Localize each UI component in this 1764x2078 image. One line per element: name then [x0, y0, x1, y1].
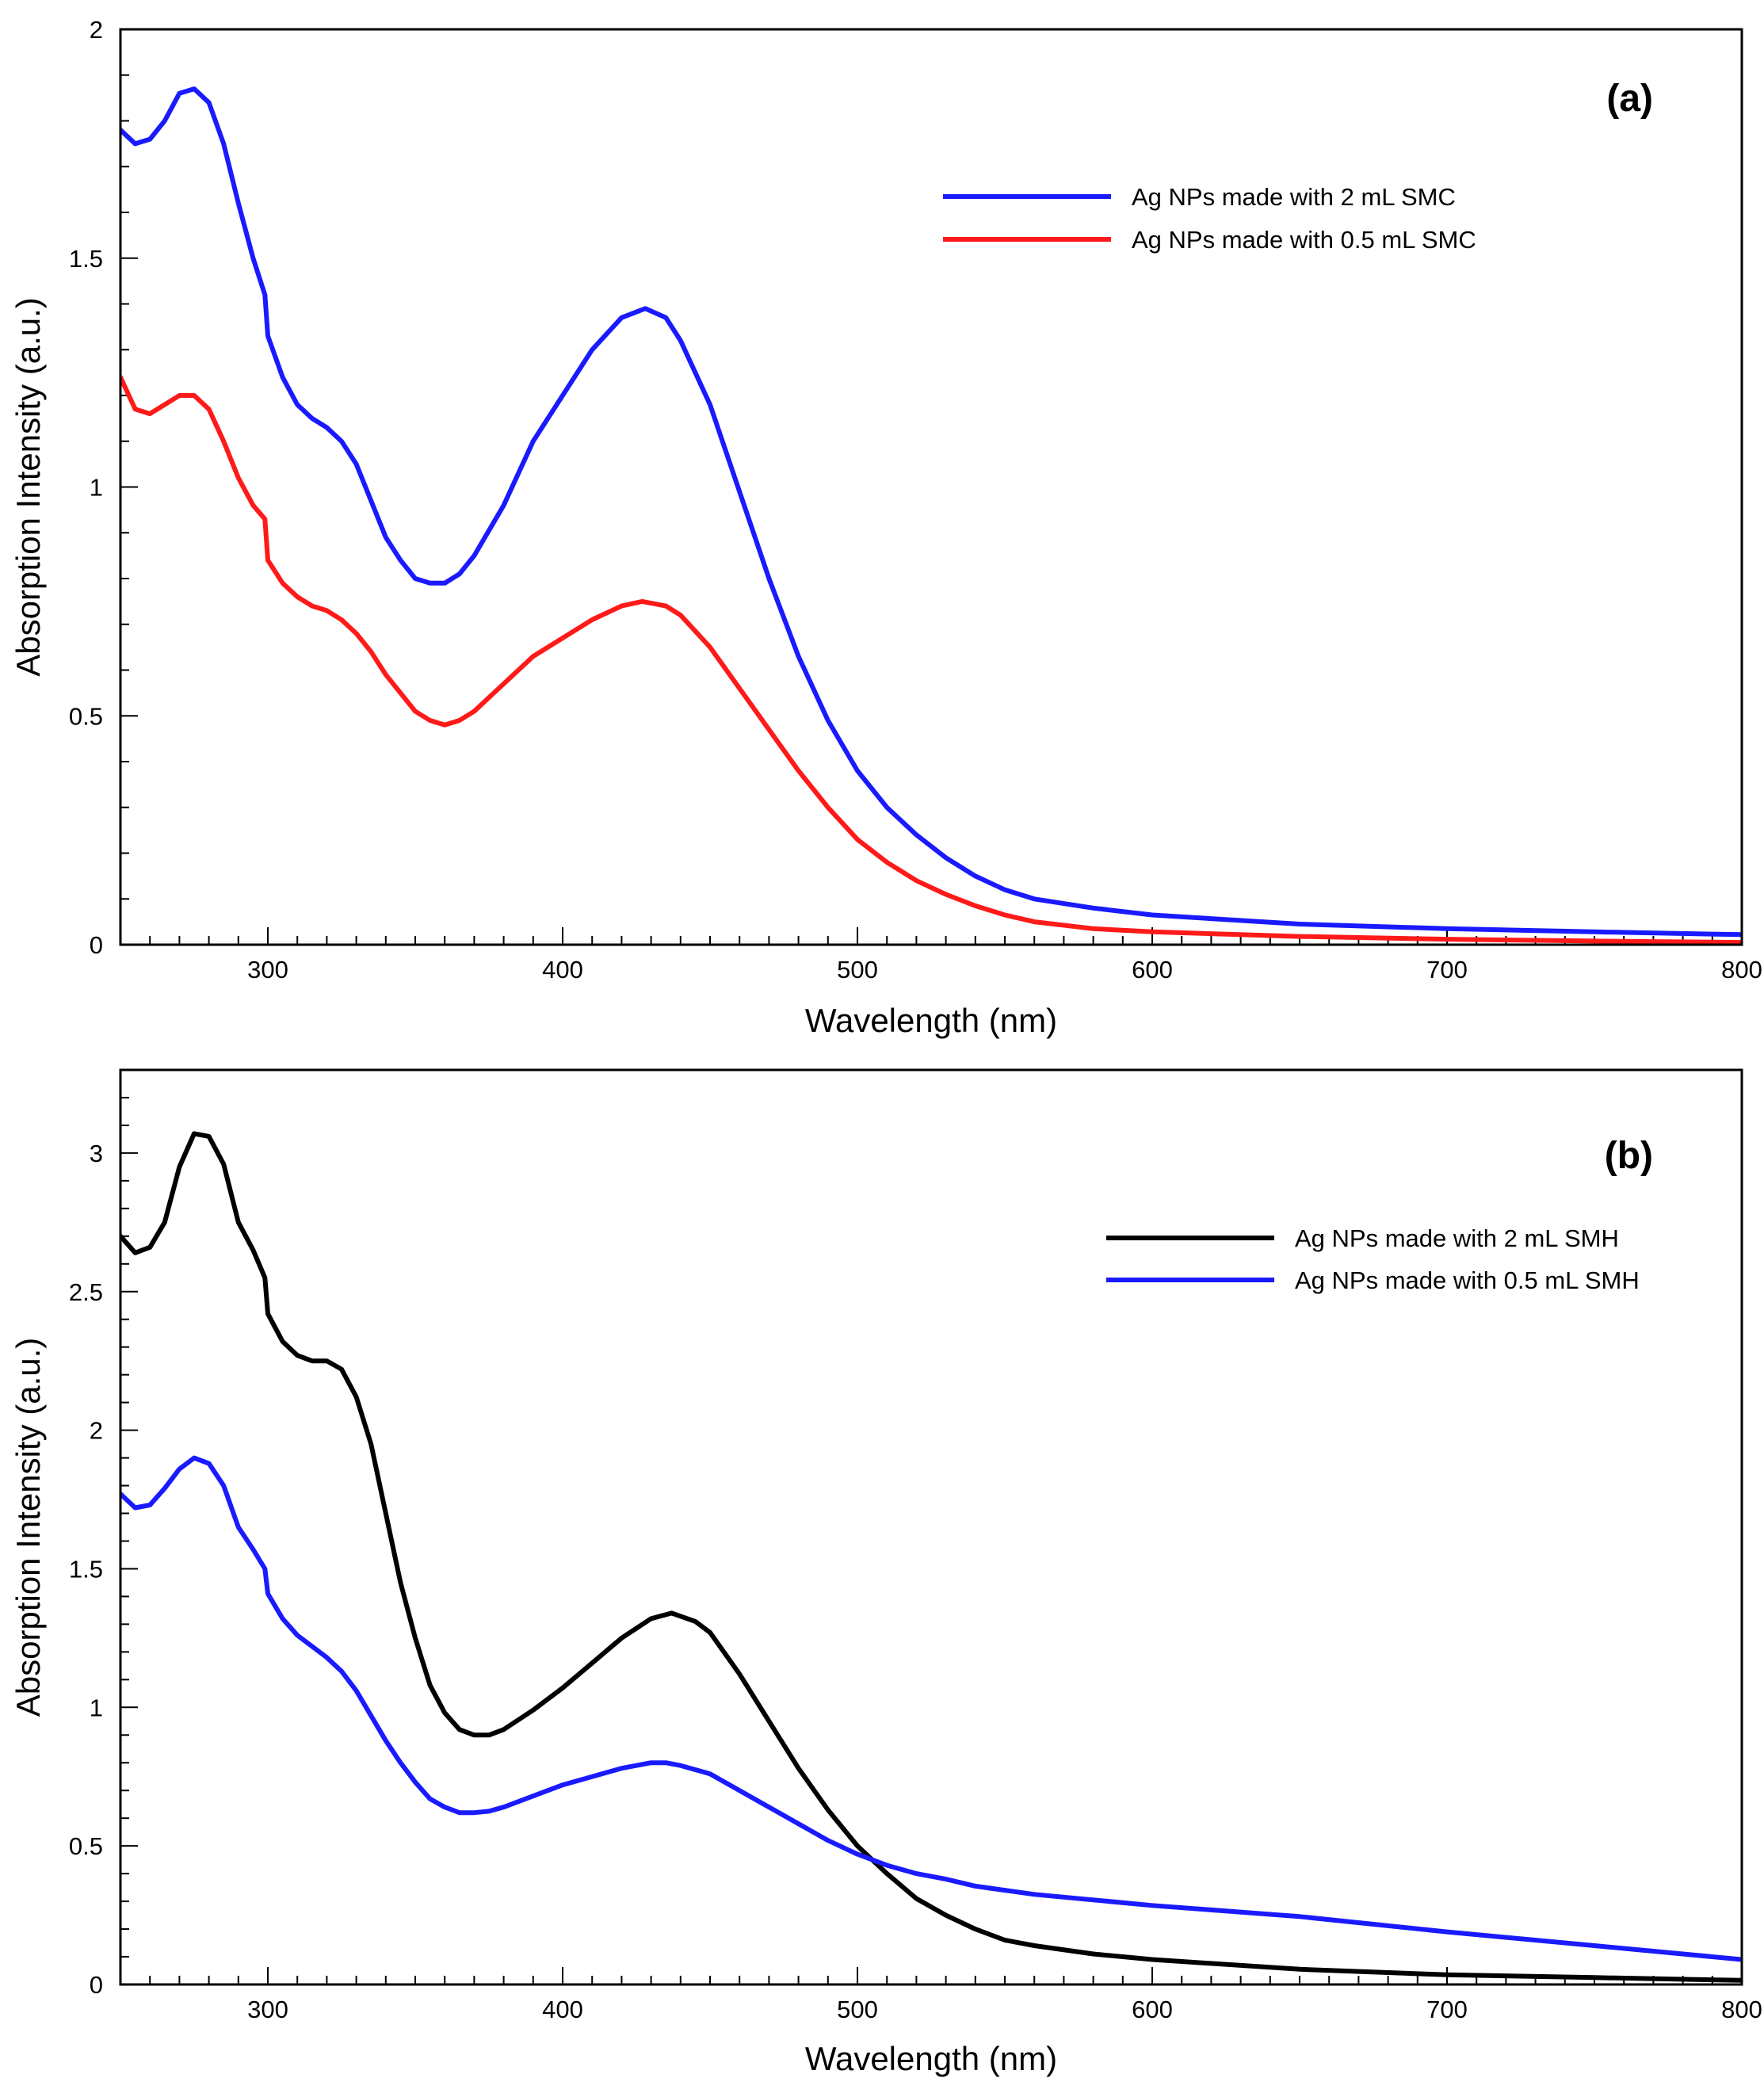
series-line-1	[120, 1131, 1742, 1983]
y-tick-label: 1.5	[69, 245, 103, 273]
x-tick-label: 300	[247, 1996, 288, 2023]
x-tick-label: 400	[542, 956, 583, 984]
y-axis-title: Absorption Intensity (a.u.)	[10, 1338, 47, 1717]
x-tick-label: 700	[1426, 1996, 1468, 2023]
series-line-2	[120, 1455, 1742, 1962]
plot-frame	[119, 28, 1743, 946]
panel-label: (a)	[1606, 78, 1653, 120]
x-tick-label: 600	[1132, 1996, 1173, 2023]
x-tick-label: 800	[1721, 1996, 1762, 2023]
x-tick-label: 300	[247, 956, 288, 984]
x-axis-title: Wavelength (nm)	[805, 2040, 1057, 2077]
y-tick-label: 2	[90, 1417, 103, 1445]
legend-label-2: Ag NPs made with 0.5 mL SMH	[1295, 1266, 1640, 1294]
legend-label-2: Ag NPs made with 0.5 mL SMC	[1132, 226, 1476, 254]
y-tick-label: 1.5	[69, 1555, 103, 1583]
x-tick-label: 500	[837, 956, 878, 984]
series-line-2	[120, 374, 1742, 945]
plot-frame	[119, 1068, 1743, 1986]
panel-a: 300 400 500 600 700 800 0 0.5 1 1.5 2 Ag NPs made w…	[10, 16, 1762, 1039]
x-tick-label: 500	[837, 1996, 878, 2023]
y-tick-label: 0.5	[69, 702, 103, 730]
legend: Ag NPs made with 2 mL SMH Ag NPs made wit…	[1106, 1224, 1640, 1294]
y-axis-title: Absorption Intensity (a.u.)	[10, 297, 47, 677]
y-tick-label: 1	[90, 1694, 103, 1721]
legend: Ag NPs made with 2 mL SMC Ag NPs made wit…	[943, 183, 1476, 254]
y-tick-label: 2	[90, 16, 103, 44]
x-tick-label: 600	[1132, 956, 1173, 984]
y-tick-label: 0	[90, 931, 103, 959]
y-tick-label: 0.5	[69, 1832, 103, 1860]
panel-b: 300 400 500 600 700 800 0 0.5 1 1.5 2 2.5 3 Ag NPs ma…	[10, 1068, 1762, 2077]
legend-label-1: Ag NPs made with 2 mL SMH	[1295, 1224, 1619, 1252]
y-tick-label: 3	[90, 1140, 103, 1167]
series-line-1	[120, 86, 1742, 938]
x-tick-label: 400	[542, 1996, 583, 2023]
y-tick-label: 0	[90, 1971, 103, 1999]
legend-label-1: Ag NPs made with 2 mL SMC	[1132, 183, 1456, 211]
x-tick-label: 800	[1721, 956, 1762, 984]
y-tick-label: 2.5	[69, 1278, 103, 1306]
x-tick-label: 700	[1426, 956, 1468, 984]
x-axis-title: Wavelength (nm)	[805, 1002, 1057, 1039]
panel-label: (b)	[1605, 1135, 1653, 1177]
y-tick-label: 1	[90, 474, 103, 502]
